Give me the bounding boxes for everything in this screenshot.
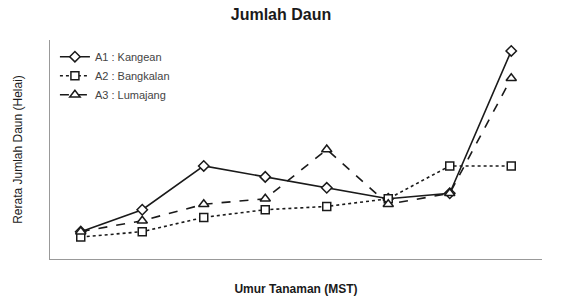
svg-text:A3 : Lumajang: A3 : Lumajang [95,89,166,101]
svg-text:A1 : Kangean: A1 : Kangean [95,51,162,63]
svg-text:Umur Tanaman (MST): Umur Tanaman (MST) [234,282,357,296]
svg-text:A2 : Bangkalan: A2 : Bangkalan [95,70,170,82]
svg-text:Jumlah Daun: Jumlah Daun [231,6,331,23]
svg-text:Rerata Jumlah Daun (Helai): Rerata Jumlah Daun (Helai) [11,75,25,224]
